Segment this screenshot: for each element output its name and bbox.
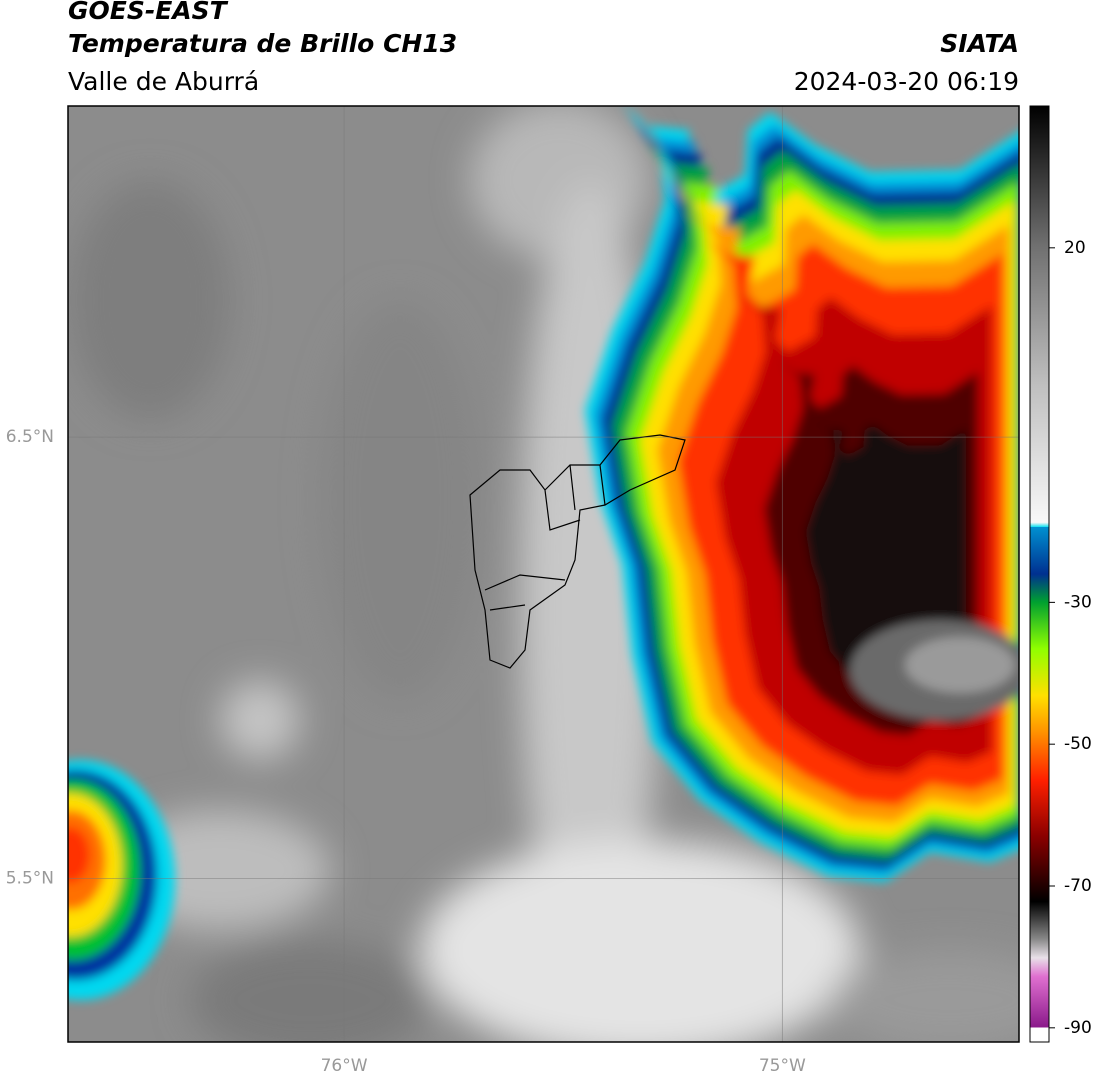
basin-outline [469, 434, 686, 669]
y-tick-label: 5.5°N [6, 869, 54, 889]
y-tick-label: 6.5°N [6, 427, 54, 447]
map-image [68, 106, 1019, 1042]
colorbar [1029, 105, 1050, 1043]
cloud-core [905, 637, 1015, 693]
colorbar-tick-label: -90 [1064, 1018, 1092, 1038]
colorbar-tick-label: -70 [1064, 876, 1092, 896]
map-frame [67, 105, 1020, 1043]
colorbar-tick-label: -30 [1064, 592, 1092, 612]
colorbar-tick-label: 20 [1064, 238, 1086, 258]
x-tick-label: 75°W [759, 1056, 806, 1076]
x-tick-label: 76°W [321, 1056, 368, 1076]
title: GOES-EAST [68, 0, 229, 25]
colorbar-tick-label: -50 [1064, 734, 1092, 754]
region: Valle de Aburrá [68, 67, 259, 96]
institution: SIATA [940, 29, 1019, 58]
datetime: 2024-03-20 06:19 [794, 67, 1019, 96]
subtitle: Temperatura de Brillo CH13 [68, 29, 457, 58]
